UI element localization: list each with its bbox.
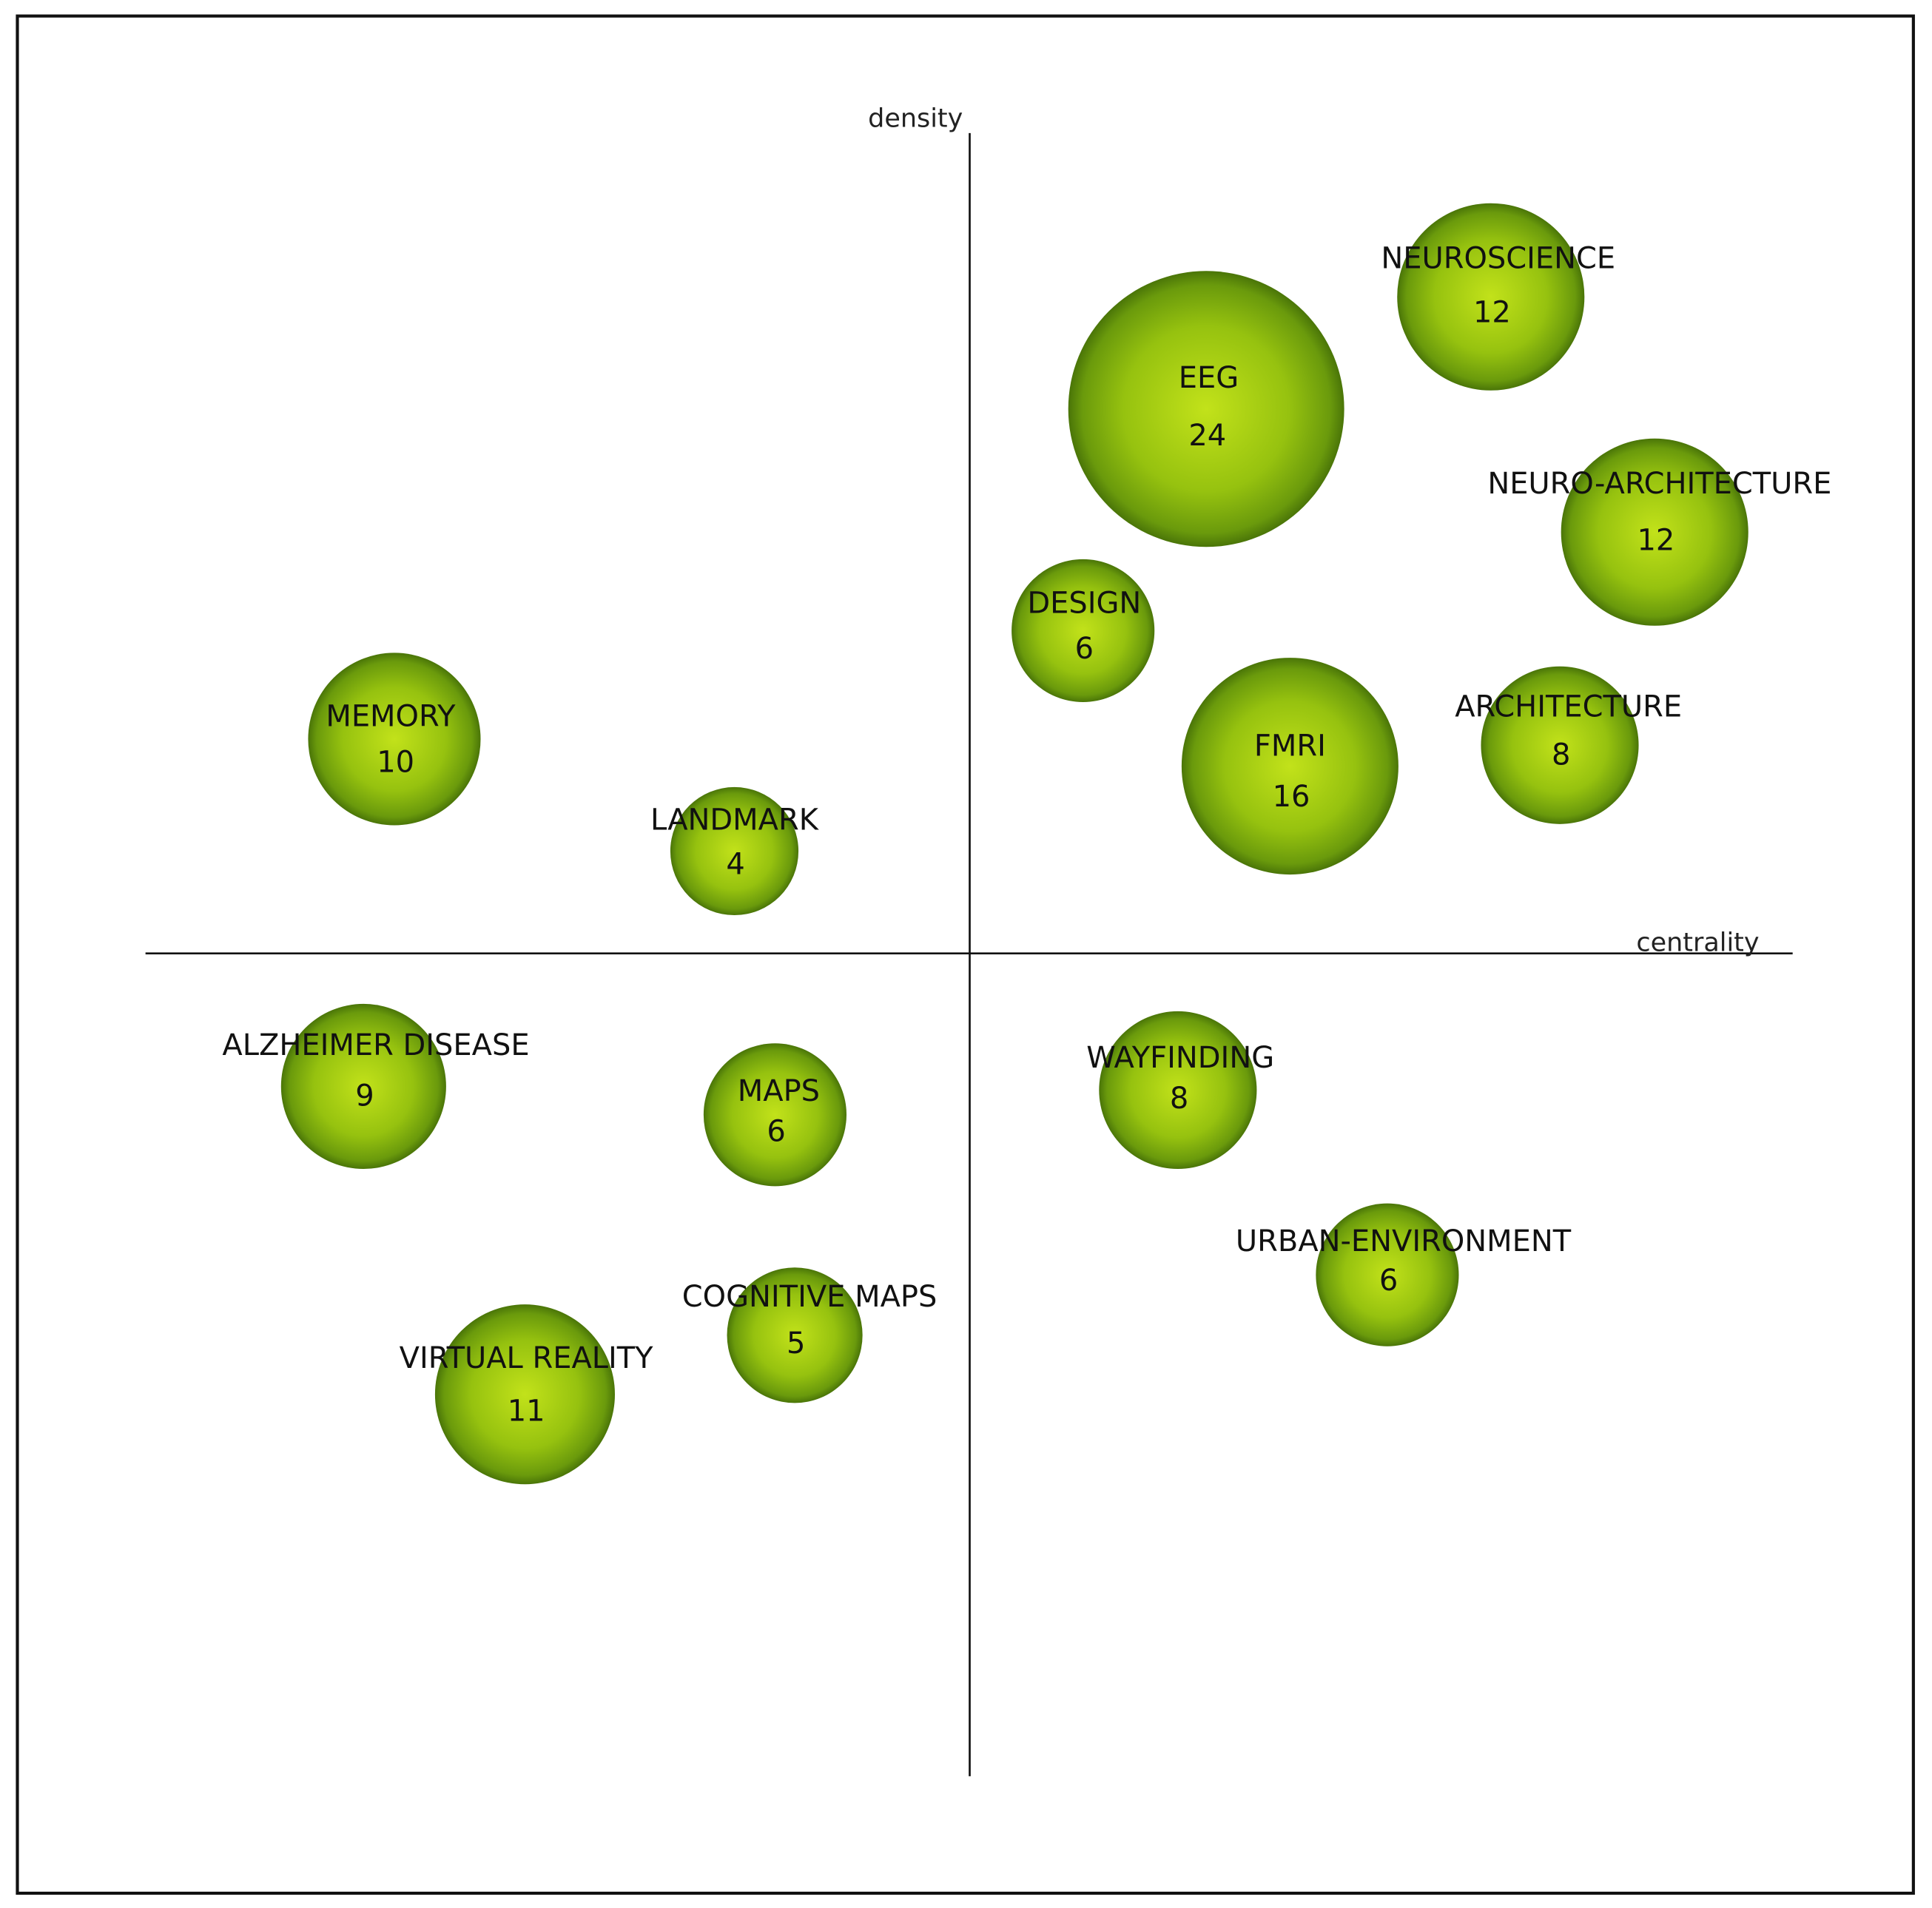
bubble-count: 8 xyxy=(1552,738,1570,772)
bubble-label: MEMORY xyxy=(326,700,456,734)
bubble-count: 5 xyxy=(787,1327,805,1361)
bubble xyxy=(1068,271,1344,547)
bubble-count: 12 xyxy=(1473,296,1511,330)
bubble xyxy=(280,1003,446,1170)
bubble xyxy=(727,1267,863,1403)
bubble-label: VIRTUAL REALITY xyxy=(400,1341,654,1375)
bubble-label: ALZHEIMER DISEASE xyxy=(222,1028,529,1062)
bubble-label: LANDMARK xyxy=(650,803,820,837)
bubble-count: 12 xyxy=(1637,524,1674,558)
bubble xyxy=(1012,559,1155,703)
frame xyxy=(16,14,1915,1895)
bubble-count: 16 xyxy=(1273,780,1310,814)
bubble xyxy=(434,1304,615,1485)
bubble-count: 6 xyxy=(1379,1264,1398,1298)
bubble xyxy=(1561,438,1748,626)
bubble-count: 9 xyxy=(355,1079,374,1113)
bubble-count: 10 xyxy=(377,745,414,779)
bubble-count: 11 xyxy=(508,1395,545,1429)
bubble-label: MAPS xyxy=(738,1074,820,1108)
bubble-label: WAYFINDING xyxy=(1086,1041,1274,1075)
bubble-label: ARCHITECTURE xyxy=(1455,690,1682,724)
bubble-count: 6 xyxy=(767,1115,785,1149)
bubble-label: EEG xyxy=(1179,361,1239,395)
bubble xyxy=(703,1043,847,1187)
bubble xyxy=(1481,666,1639,824)
bubble-count: 6 xyxy=(1075,632,1094,666)
bubble xyxy=(1181,658,1398,875)
bubble-count: 4 xyxy=(726,847,744,881)
bubble xyxy=(1397,203,1585,391)
bubble-label: NEURO-ARCHITECTURE xyxy=(1487,467,1831,501)
y-axis-label: density xyxy=(868,104,963,133)
bubble-label: COGNITIVE MAPS xyxy=(682,1280,938,1314)
bubble-count: 8 xyxy=(1170,1082,1188,1116)
x-axis-label: centrality xyxy=(1636,928,1759,957)
bubble-label: FMRI xyxy=(1254,729,1326,763)
bubble xyxy=(1099,1011,1257,1170)
bubble-label: DESIGN xyxy=(1027,586,1141,620)
bubble xyxy=(308,653,481,826)
bubble-count: 24 xyxy=(1188,419,1226,453)
bubble-label: URBAN-ENVIRONMENT xyxy=(1236,1224,1572,1258)
bubble-label: NEUROSCIENCE xyxy=(1381,241,1615,275)
bubble xyxy=(670,786,799,916)
bubble xyxy=(1316,1203,1459,1346)
